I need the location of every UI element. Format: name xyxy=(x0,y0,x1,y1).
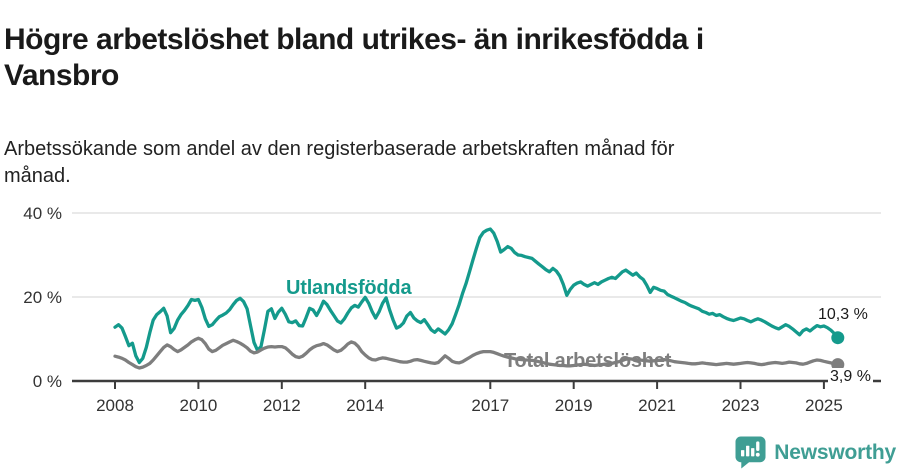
x-tick-label-2017: 2017 xyxy=(471,396,509,415)
y-tick-label-40: 40 % xyxy=(23,204,62,223)
x-tick-label-2025: 2025 xyxy=(805,396,843,415)
chart-subtitle: Arbetssökande som andel av den registerb… xyxy=(4,138,675,187)
x-tick-label-2010: 2010 xyxy=(179,396,217,415)
end-dot-utlandsfodda xyxy=(831,331,845,345)
line-series-total-arbetsloshet xyxy=(113,336,840,370)
series-label-total-arbetsloshet: Total arbetslöshet xyxy=(504,350,672,372)
x-tick-label-2014: 2014 xyxy=(346,396,384,415)
line-series-utlandsfodda xyxy=(113,227,840,365)
end-dot-total-arbetsloshet xyxy=(831,358,845,372)
brand-name: Newsworthy xyxy=(774,440,896,464)
y-tick-label-20: 20 % xyxy=(23,288,62,307)
x-tick-label-2012: 2012 xyxy=(263,396,301,415)
chart-title: Högre arbetslöshet bland utrikes- än inr… xyxy=(4,23,704,93)
value-label-total-arbetsloshet: 3,9 % xyxy=(828,368,873,386)
newsworthy-logo: Newsworthy xyxy=(735,436,896,469)
x-tick-label-2008: 2008 xyxy=(96,396,134,415)
x-tick-label-2019: 2019 xyxy=(555,396,593,415)
speech-bubble-bar-chart-icon xyxy=(735,436,766,469)
value-label-utlandsfodda: 10,3 % xyxy=(818,306,868,323)
y-tick-label-0: 0 % xyxy=(33,372,62,391)
x-tick-label-2023: 2023 xyxy=(722,396,760,415)
series-label-utlandsfodda: Utlandsfödda xyxy=(286,277,412,299)
x-tick-label-2021: 2021 xyxy=(638,396,676,415)
